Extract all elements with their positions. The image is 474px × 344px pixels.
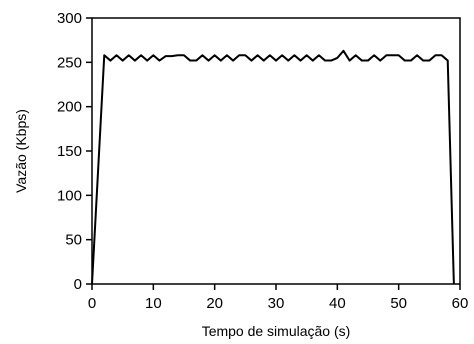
x-tick-label: 10	[145, 295, 162, 312]
y-tick-label: 100	[57, 187, 82, 204]
x-tick-label: 30	[268, 295, 285, 312]
y-axis-label: Vazão (Kbps)	[13, 109, 29, 193]
x-axis-ticks: 0 10 20 30 40 50 60	[88, 284, 469, 312]
plot-frame	[91, 17, 461, 285]
x-tick-label: 20	[206, 295, 223, 312]
y-tick-label: 50	[65, 232, 82, 249]
y-tick-label: 150	[57, 143, 82, 160]
y-tick-label: 200	[57, 99, 82, 116]
x-tick-label: 0	[88, 295, 96, 312]
x-tick-label: 50	[390, 295, 407, 312]
y-tick-label: 300	[57, 10, 82, 27]
series-line	[91, 49, 455, 285]
x-tick-label: 60	[452, 295, 469, 312]
x-tick-label: 40	[329, 295, 346, 312]
x-axis-label: Tempo de simulação (s)	[202, 323, 351, 339]
y-tick-label: 0	[74, 276, 82, 293]
y-tick-label: 250	[57, 54, 82, 71]
y-axis-ticks: 0 50 100 150 200 250 300	[57, 10, 92, 293]
